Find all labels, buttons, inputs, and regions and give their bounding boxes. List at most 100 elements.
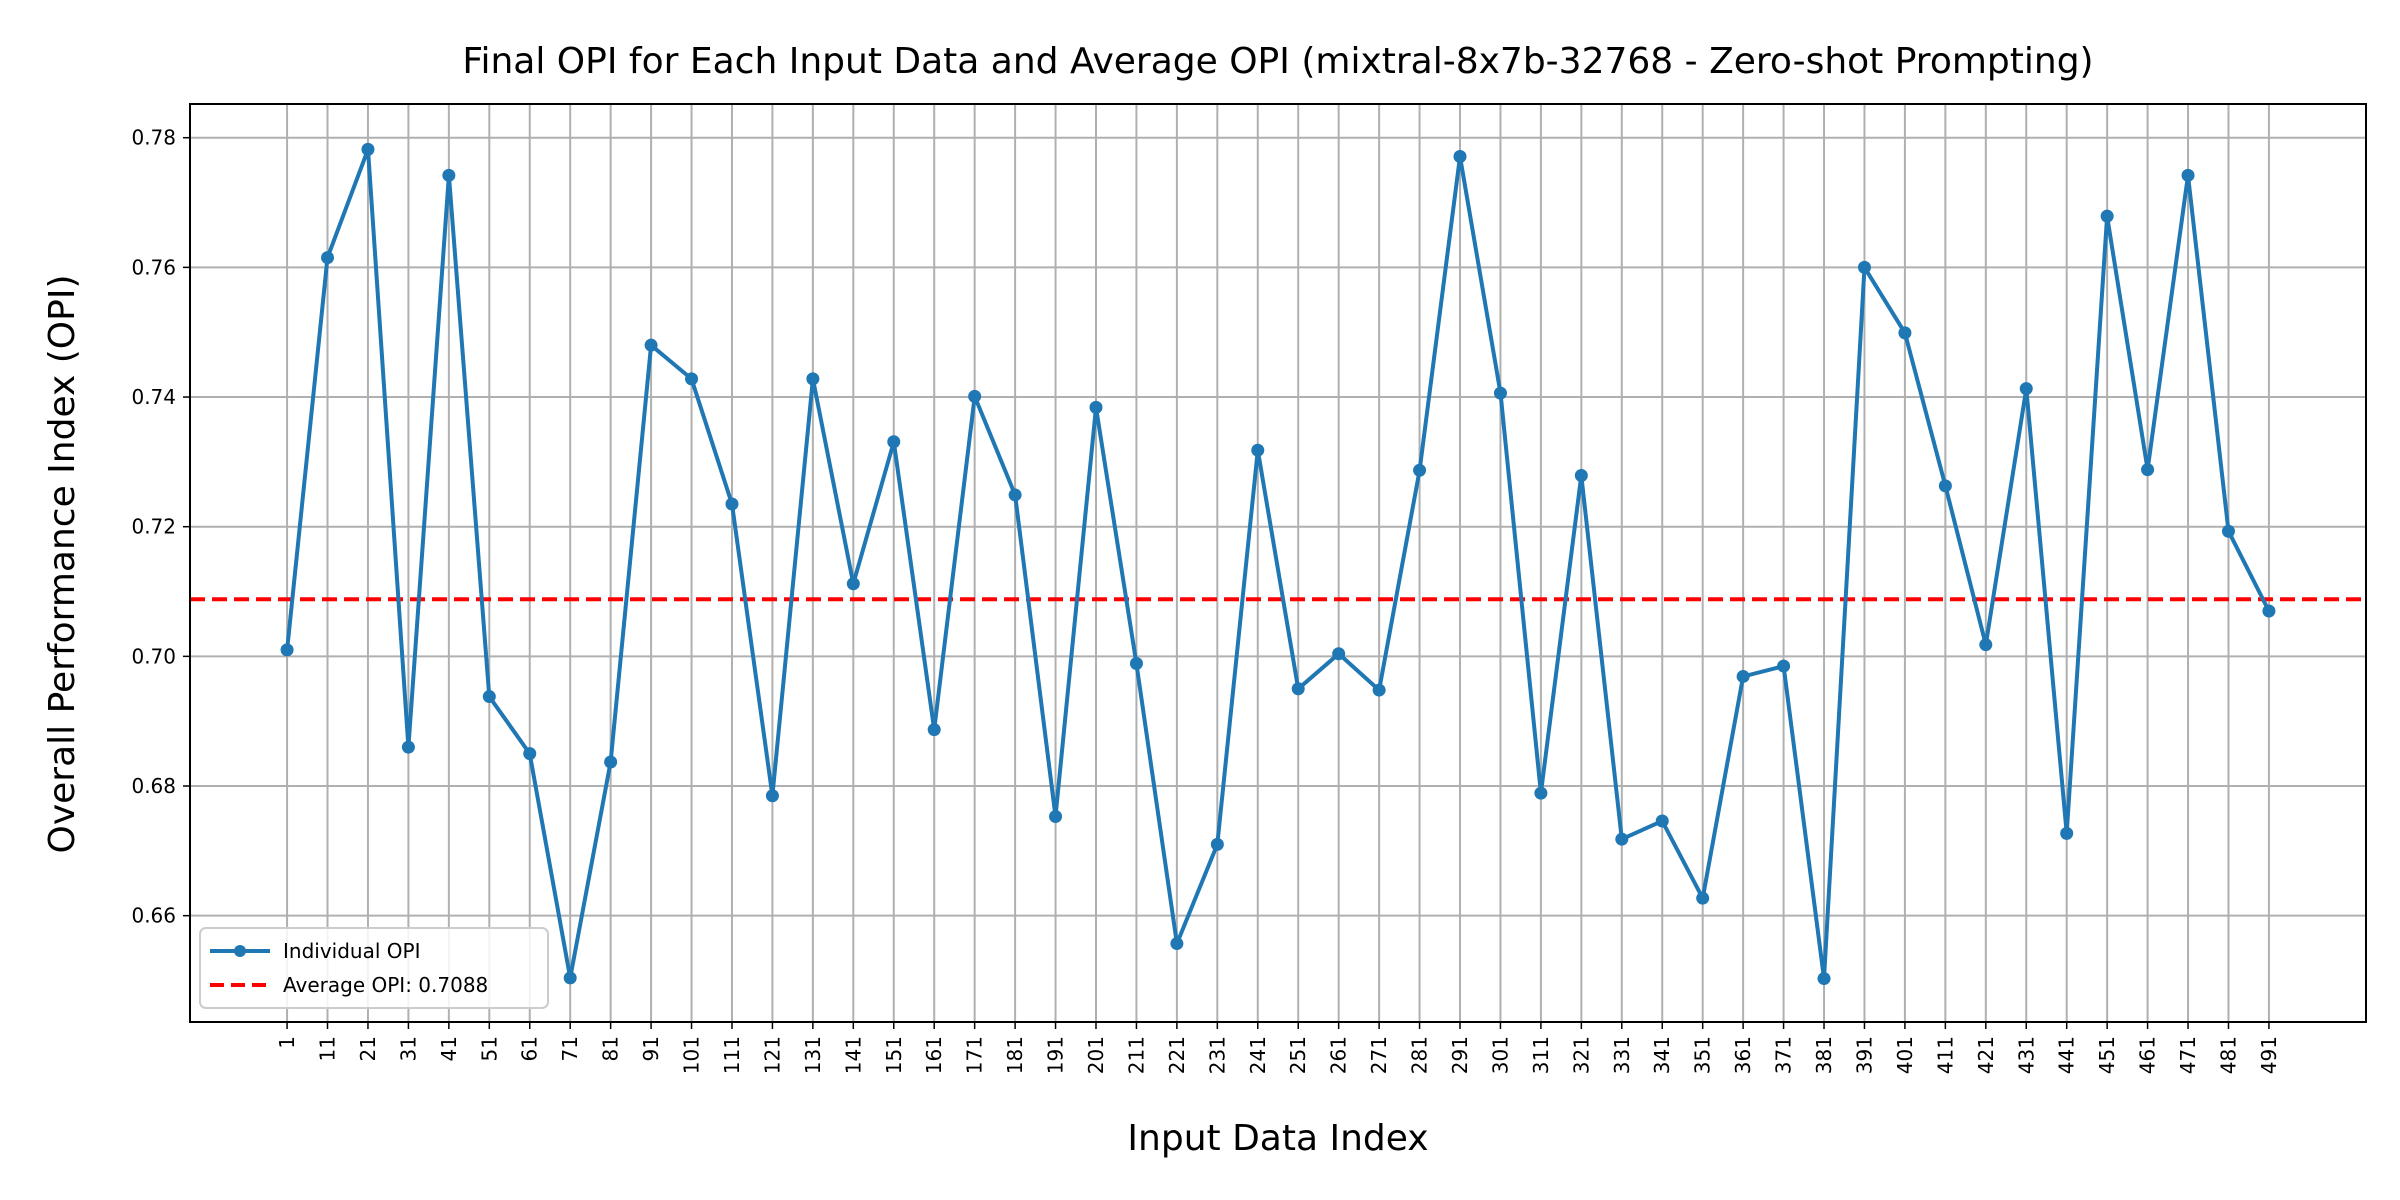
x-tick-label: 281 — [1408, 1036, 1432, 1074]
data-point — [2262, 604, 2276, 618]
data-point — [442, 168, 456, 182]
x-tick-label: 351 — [1691, 1036, 1715, 1074]
y-tick-label: 0.66 — [131, 904, 176, 928]
x-tick-label: 251 — [1286, 1036, 1310, 1074]
x-tick-label: 491 — [2257, 1036, 2281, 1074]
data-point — [361, 142, 375, 156]
data-point — [1089, 400, 1103, 414]
data-point — [1129, 656, 1143, 670]
x-tick-label: 111 — [720, 1036, 744, 1074]
x-tick-label: 271 — [1367, 1036, 1391, 1074]
legend: Individual OPI Average OPI: 0.7088 — [199, 927, 549, 1009]
x-tick-label: 71 — [558, 1036, 582, 1061]
y-axis-label: Overall Performance Index (OPI) — [42, 275, 83, 854]
x-tick-label: 471 — [2176, 1036, 2200, 1074]
data-point — [927, 723, 941, 737]
legend-series-label: Individual OPI — [283, 939, 420, 963]
data-point — [1332, 647, 1346, 661]
data-point — [1413, 463, 1427, 477]
data-point — [1979, 638, 1993, 652]
x-tick-label: 171 — [963, 1036, 987, 1074]
x-tick-label: 361 — [1731, 1036, 1755, 1074]
data-point — [2019, 382, 2033, 396]
data-point — [1574, 468, 1588, 482]
data-point — [1736, 669, 1750, 683]
ticks: 1 11 21 31 41 51 61 71 81 91 101 111 121 131 141 151 161… — [131, 126, 2280, 1074]
x-tick-label: 321 — [1569, 1036, 1593, 1074]
x-tick-label: 301 — [1488, 1036, 1512, 1074]
x-tick-label: 81 — [599, 1036, 623, 1061]
data-point — [1210, 837, 1224, 851]
data-point — [1008, 488, 1022, 502]
x-tick-label: 381 — [1812, 1036, 1836, 1074]
data-point — [401, 740, 415, 754]
x-tick-label: 241 — [1246, 1036, 1270, 1074]
data-point — [1857, 260, 1871, 274]
data-point — [2141, 463, 2155, 477]
data-point — [2221, 524, 2235, 538]
x-tick-label: 181 — [1003, 1036, 1027, 1074]
data-point — [1817, 972, 1831, 986]
chart-title: Final OPI for Each Input Data and Averag… — [462, 41, 2093, 82]
data-point — [644, 338, 658, 352]
data-point — [1493, 386, 1507, 400]
data-point — [1372, 683, 1386, 697]
data-point — [1655, 814, 1669, 828]
y-tick-label: 0.78 — [131, 126, 176, 150]
x-tick-label: 411 — [1933, 1036, 1957, 1074]
data-point — [806, 372, 820, 386]
x-tick-label: 151 — [882, 1036, 906, 1074]
legend-average-label: Average OPI: 0.7088 — [283, 973, 488, 997]
x-tick-label: 231 — [1205, 1036, 1229, 1074]
series-line — [285, 147, 2271, 981]
data-point — [604, 755, 618, 769]
x-tick-label: 41 — [437, 1036, 461, 1061]
x-tick-label: 401 — [1893, 1036, 1917, 1074]
data-point — [725, 497, 739, 511]
x-tick-label: 51 — [477, 1036, 501, 1061]
x-tick-label: 261 — [1327, 1036, 1351, 1074]
data-point — [2100, 209, 2114, 223]
data-point — [1898, 326, 1912, 340]
x-tick-label: 391 — [1852, 1036, 1876, 1074]
x-tick-label: 141 — [841, 1036, 865, 1074]
data-point — [523, 747, 537, 761]
series-layer — [280, 142, 2276, 986]
data-point — [563, 971, 577, 985]
data-point — [1938, 479, 1952, 493]
data-point — [968, 389, 982, 403]
data-point — [280, 643, 294, 657]
x-tick-label: 211 — [1124, 1036, 1148, 1074]
x-tick-label: 371 — [1772, 1036, 1796, 1074]
y-tick-label: 0.76 — [131, 255, 176, 279]
data-point — [2060, 826, 2074, 840]
data-point — [482, 690, 496, 704]
legend-series-marker — [234, 945, 246, 957]
x-tick-label: 461 — [2136, 1036, 2160, 1074]
x-tick-label: 21 — [356, 1036, 380, 1061]
x-tick-label: 431 — [2014, 1036, 2038, 1074]
x-tick-label: 341 — [1650, 1036, 1674, 1074]
data-point — [1696, 891, 1710, 905]
x-axis-label: Input Data Index — [1127, 1118, 1428, 1159]
x-tick-label: 291 — [1448, 1036, 1472, 1074]
data-point — [2181, 168, 2195, 182]
data-point — [1534, 786, 1548, 800]
data-point — [765, 789, 779, 803]
x-tick-label: 191 — [1044, 1036, 1068, 1074]
plot-frame — [189, 103, 2367, 1023]
y-tick-label: 0.74 — [131, 385, 176, 409]
data-point — [321, 251, 335, 265]
x-tick-label: 61 — [518, 1036, 542, 1061]
x-tick-label: 201 — [1084, 1036, 1108, 1074]
y-tick-label: 0.68 — [131, 774, 176, 798]
x-tick-label: 1 — [275, 1036, 299, 1049]
data-point — [1777, 659, 1791, 673]
x-tick-label: 331 — [1610, 1036, 1634, 1074]
data-point — [1049, 809, 1063, 823]
grid — [190, 104, 2366, 1022]
x-tick-label: 311 — [1529, 1036, 1553, 1074]
x-tick-label: 161 — [922, 1036, 946, 1074]
x-tick-label: 101 — [680, 1036, 704, 1074]
